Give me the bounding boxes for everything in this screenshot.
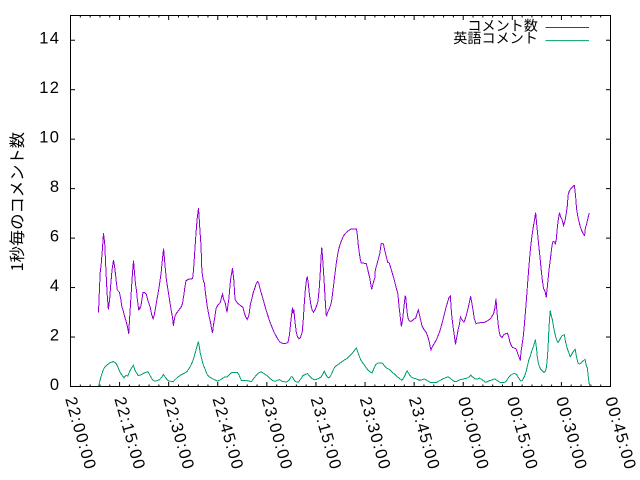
svg-text:2: 2 [50,326,61,344]
svg-text:0: 0 [50,376,61,394]
svg-text:4: 4 [50,277,61,295]
svg-text:12: 12 [39,79,60,97]
svg-text:14: 14 [39,30,60,48]
svg-text:8: 8 [50,178,61,196]
svg-text:6: 6 [50,228,61,246]
svg-text:10: 10 [39,129,60,147]
